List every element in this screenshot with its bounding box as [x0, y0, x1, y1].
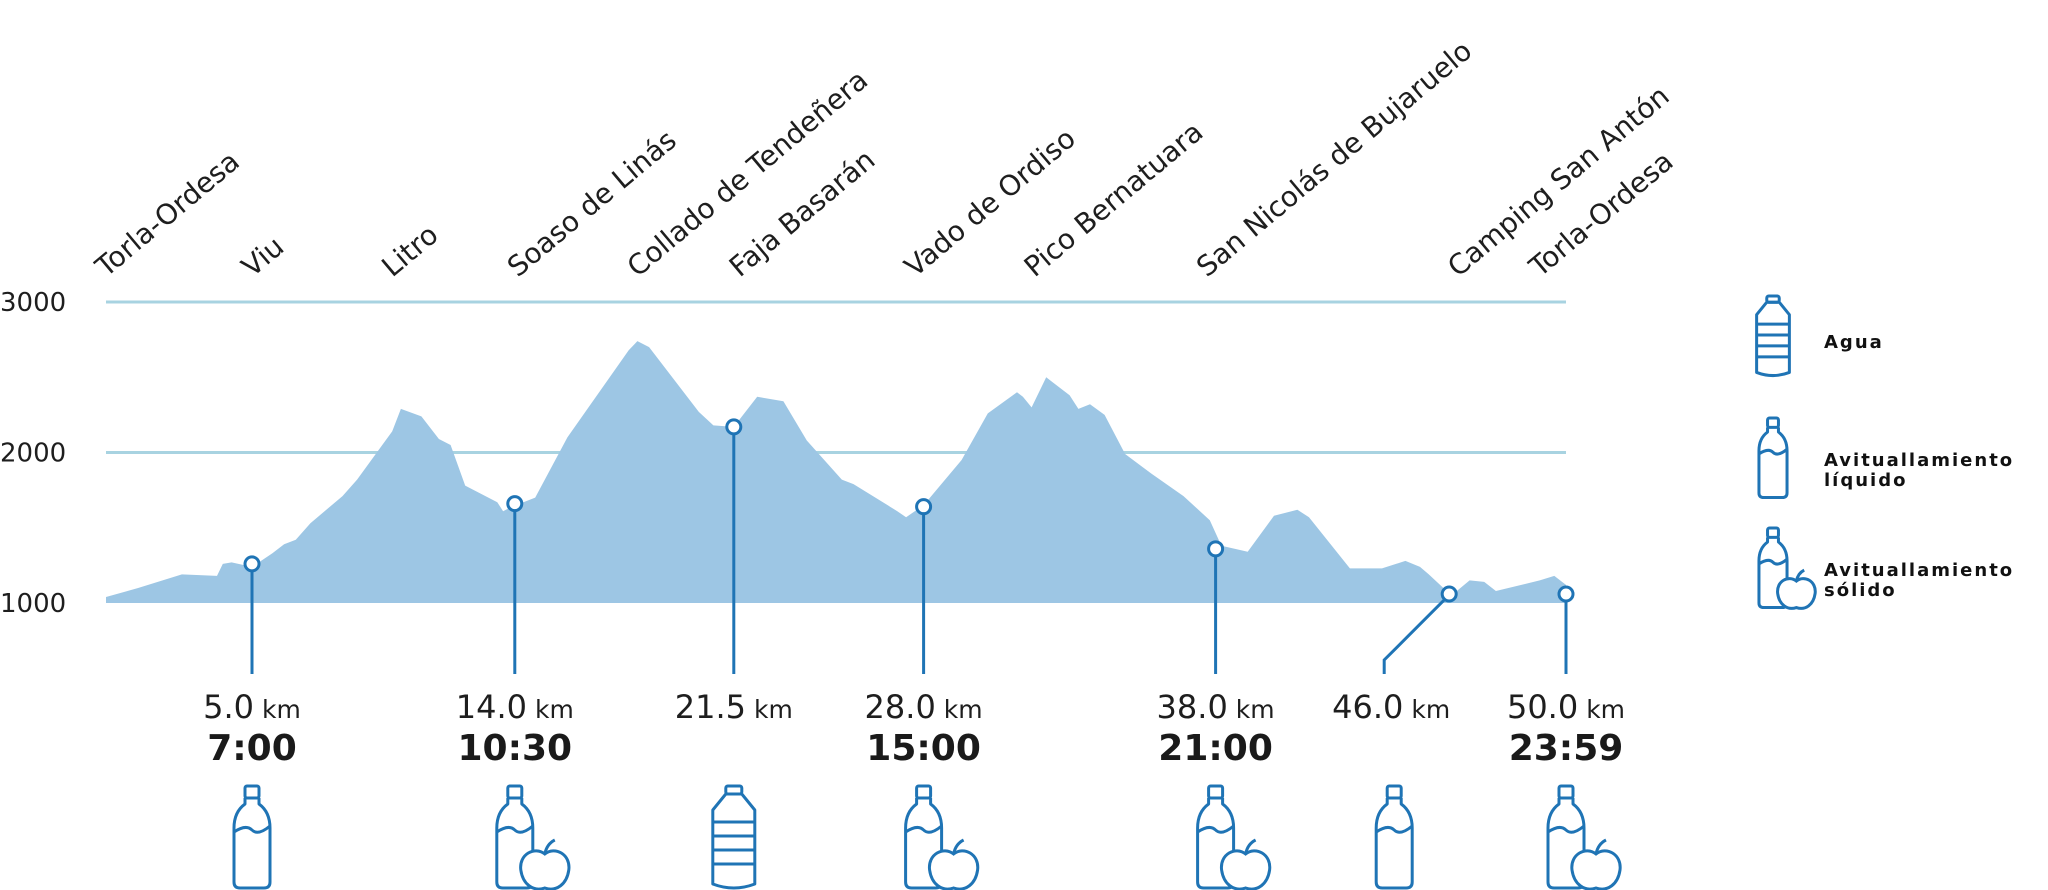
bottle-apple-icon	[495, 784, 571, 890]
checkpoint: 21.5 km	[675, 418, 793, 890]
checkpoint-km-label: 14.0 km	[456, 688, 574, 726]
checkpoint-cutoff-time: 15:00	[866, 728, 981, 769]
waypoint-label: Viu	[235, 230, 290, 284]
checkpoint-cutoff-time: 7:00	[207, 728, 297, 769]
checkpoint-km-label: 46.0 km	[1332, 688, 1450, 726]
legend-label: Avituallamiento	[1824, 560, 2014, 581]
liquid-bottle-icon	[1757, 416, 1789, 500]
bottle-apple-icon	[1546, 784, 1622, 890]
checkpoint-marker	[1440, 585, 1458, 603]
bottle-apple-icon	[1196, 784, 1272, 890]
checkpoint: 5.0 km7:00	[203, 555, 301, 890]
checkpoint-km-label: 50.0 km	[1507, 688, 1625, 726]
waypoint-label: Litro	[375, 218, 444, 283]
checkpoint-km-label: 28.0 km	[865, 688, 983, 726]
checkpoint-marker	[1557, 585, 1575, 603]
checkpoint-cutoff-time: 10:30	[458, 728, 573, 769]
checkpoint-marker	[506, 495, 524, 513]
y-tick-label: 2000	[0, 439, 66, 469]
y-tick-label: 3000	[0, 288, 66, 318]
elevation-profile-area	[106, 341, 1566, 603]
grid-lines	[106, 300, 1566, 454]
checkpoint-marker	[243, 555, 261, 573]
legend: AguaAvituallamientolíquidoAvituallamient…	[1755, 294, 2014, 610]
y-axis-ticks: 1000 2000 3000	[0, 288, 66, 619]
checkpoint-cutoff-time: 21:00	[1158, 728, 1273, 769]
checkpoint-marker	[915, 498, 933, 516]
water-bottle-icon	[1755, 294, 1791, 378]
checkpoint-km-label: 21.5 km	[675, 688, 793, 726]
legend-label: sólido	[1824, 580, 1897, 601]
checkpoint-km-label: 38.0 km	[1157, 688, 1275, 726]
legend-label: Agua	[1824, 332, 1884, 353]
water-bottle-icon	[711, 784, 757, 890]
waypoint-label: San Nicolás de Bujaruelo	[1190, 34, 1478, 283]
checkpoint-cutoff-time: 23:59	[1509, 728, 1624, 769]
legend-label: Avituallamiento	[1824, 450, 2014, 471]
checkpoint: 46.0 km	[1332, 585, 1458, 890]
y-tick-label: 1000	[0, 589, 66, 619]
checkpoint-marker	[1207, 540, 1225, 558]
liquid-bottle-icon	[232, 784, 272, 890]
checkpoint-pin-line	[1382, 597, 1447, 674]
legend-label: líquido	[1824, 470, 1907, 491]
checkpoint-marker	[725, 418, 743, 436]
checkpoint-km-label: 5.0 km	[203, 688, 301, 726]
legend-item: Agua	[1755, 294, 1884, 378]
bottle-apple-icon	[1757, 526, 1817, 610]
liquid-bottle-icon	[1374, 784, 1414, 890]
bottle-apple-icon	[904, 784, 980, 890]
waypoint-label: Torla-Ordesa	[89, 145, 246, 284]
